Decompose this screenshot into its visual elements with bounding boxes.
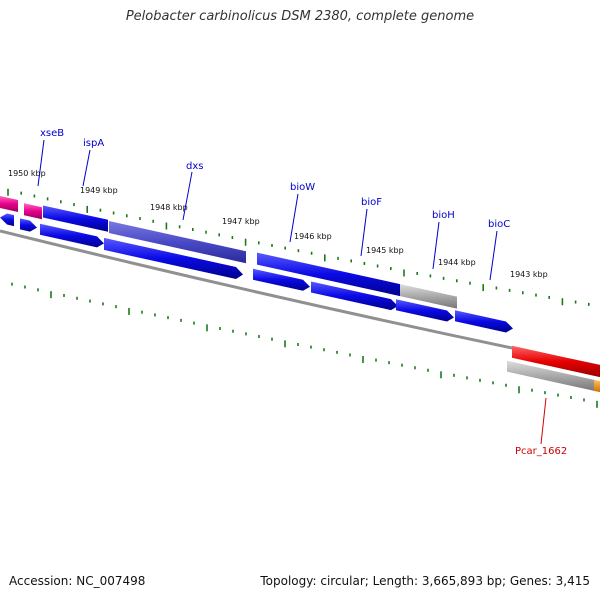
gene-gray-lower [507,360,596,392]
scale-ticks-lower [11,282,598,408]
map-title: Pelobacter carbinolicus DSM 2380, comple… [125,9,475,24]
leader-line [82,149,91,187]
gene-label-ispA: ispA [83,138,104,149]
gene-pink-1 [0,196,18,212]
gene-Pcar_1662 [512,345,600,378]
scale-label: 1947 kbp [222,217,260,226]
gene-label-bioF: bioF [361,197,382,208]
backbone-line [0,229,600,368]
gene-label-bioH: bioH [432,210,455,221]
gene-dxs-lower [104,237,243,279]
scale-label: 1945 kbp [366,246,404,255]
leader-line [540,397,547,445]
accession-text: Accession: NC_007498 [9,574,146,588]
scale-label: 1950 kbp [8,169,46,178]
leader-line [289,193,299,243]
gene-xseB [24,203,42,220]
scale-label: 1943 kbp [510,270,548,279]
genome-backbone [0,229,600,368]
gene-label-xseB: xseB [40,128,64,139]
label-leaders [37,139,547,445]
gene-label-dxs: dxs [186,161,203,172]
gene-bioH-lower [396,299,454,322]
gene-gray-upper [400,284,457,309]
gene-label-bioW: bioW [290,182,315,193]
gene-small-blue [20,218,37,232]
gene-label-Pcar_1662: Pcar_1662 [515,446,567,457]
gene-bioF-lower [311,281,398,311]
leader-line [489,230,498,281]
scale-label: 1946 kbp [294,232,332,241]
scale-label: 1944 kbp [438,258,476,267]
gene-bioW-lower [253,268,310,291]
gene-dxs-upper [109,221,246,264]
scale-label: 1949 kbp [80,186,118,195]
scale-ticks-upper [7,188,590,306]
genome-summary-text: Topology: circular; Length: 3,665,893 bp… [260,574,590,588]
gene-left-blue [0,213,14,227]
scale-labels: 1950 kbp 1949 kbp 1948 kbp 1947 kbp 1946 kbp… [8,169,548,279]
leader-line [182,171,193,221]
scale-label: 1948 kbp [150,203,188,212]
leader-line [360,208,368,257]
gene-blue-lower-1 [40,223,104,248]
gene-label-bioC: bioC [488,219,510,230]
gene-orange [594,379,600,393]
gene-bioC-lower [455,310,513,333]
gene-ispA [43,205,108,232]
gene-bioW-bioF-upper [257,252,400,297]
leader-line [432,221,440,270]
gene-labels: xseB ispA dxs bioW bioF bioH bioC Pcar_1662 [40,128,567,457]
gene-features [0,196,600,393]
leader-line [37,139,45,187]
